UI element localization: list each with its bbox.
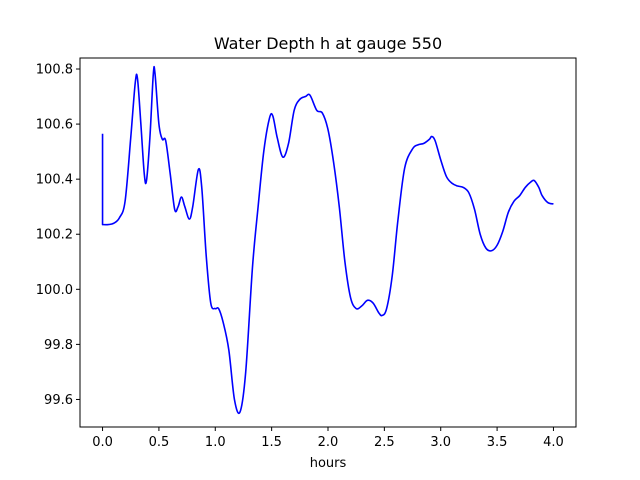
x-tick-label: 3.5 (487, 435, 508, 450)
y-tick-label: 100.4 (36, 173, 73, 188)
x-tick-label: 0.0 (92, 435, 113, 450)
y-tick-label: 99.8 (44, 338, 73, 353)
x-tick-label: 0.5 (149, 435, 170, 450)
y-tick-label: 100.8 (36, 63, 73, 78)
x-tick-label: 2.5 (374, 435, 395, 450)
y-tick-label: 100.6 (36, 118, 73, 133)
x-axis-label: hours (310, 456, 347, 471)
plot-area (80, 58, 576, 427)
y-axis-ticks: 99.6 99.8 100.0 100.2 100.4 100.6 100.8 (36, 63, 80, 408)
chart-title: Water Depth h at gauge 550 (214, 34, 442, 53)
y-tick-label: 100.2 (36, 228, 73, 243)
x-tick-label: 1.0 (205, 435, 226, 450)
x-tick-label: 4.0 (543, 435, 564, 450)
x-tick-label: 3.0 (430, 435, 451, 450)
x-axis-ticks: 0.0 0.5 1.0 1.5 2.0 2.5 3.0 3.5 4.0 (92, 427, 564, 450)
y-tick-label: 99.6 (44, 393, 73, 408)
water-depth-line (101, 65, 554, 415)
plot-frame (79, 57, 577, 428)
x-tick-label: 2.0 (318, 435, 339, 450)
x-tick-label: 1.5 (261, 435, 282, 450)
y-tick-label: 100.0 (36, 283, 73, 298)
